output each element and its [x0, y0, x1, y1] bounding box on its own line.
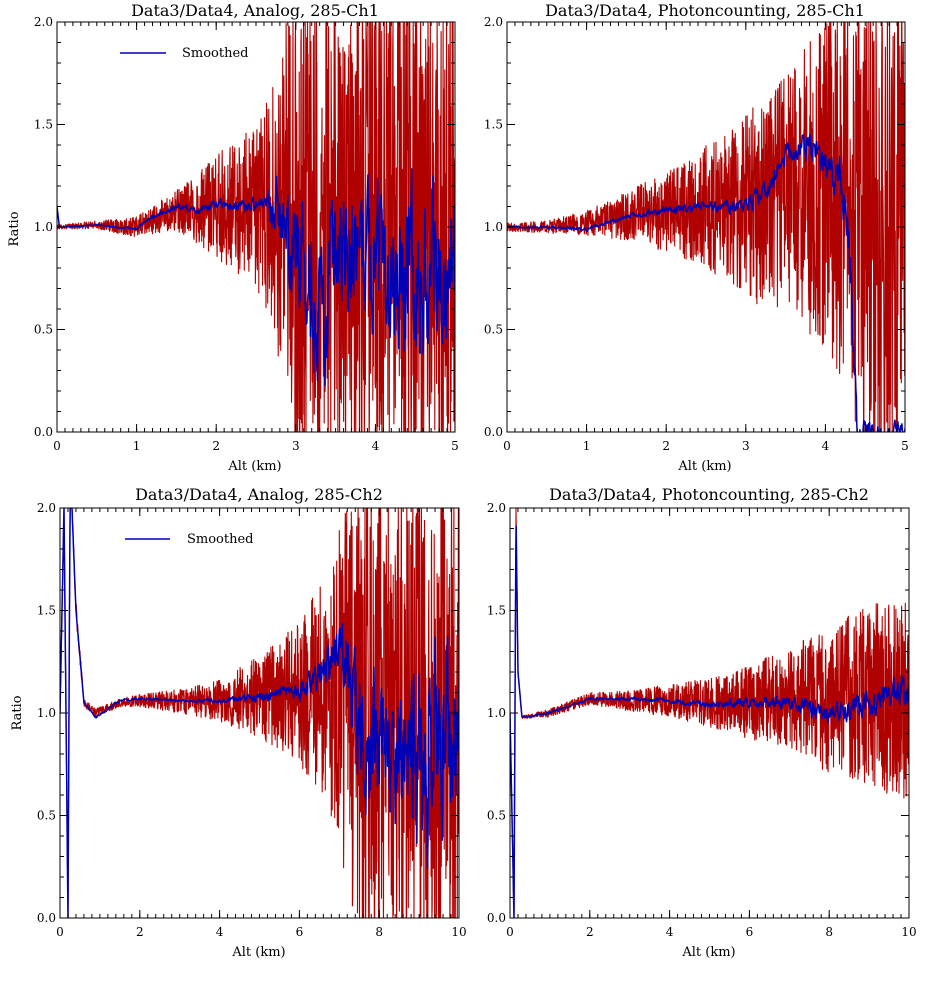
x-tick-label: 0 — [56, 925, 64, 939]
plot-area — [60, 508, 459, 918]
x-tick-label: 8 — [375, 925, 383, 939]
x-tick-label: 3 — [742, 439, 750, 453]
y-axis-label: Ratio — [10, 695, 25, 730]
chart-title: Data3/Data4, Analog, 285-Ch2 — [135, 485, 383, 504]
smoothed-ratio-line — [60, 508, 459, 918]
x-tick-label: 3 — [292, 439, 300, 453]
x-axis-label: Alt (km) — [231, 945, 285, 960]
panel-photoncounting-ch2: Data3/Data4, Photoncounting, 285-Ch2 Alt… — [487, 485, 917, 960]
x-axis-label: Alt (km) — [227, 459, 281, 474]
chart-title: Data3/Data4, Analog, 285-Ch1 — [131, 1, 379, 20]
y-tick-label: 1.5 — [37, 604, 56, 618]
x-tick-label: 6 — [296, 925, 304, 939]
y-tick-label: 1.5 — [487, 604, 506, 618]
y-tick-label: 2.0 — [487, 501, 506, 515]
legend-label: Smoothed — [187, 532, 254, 547]
x-tick-label: 10 — [901, 925, 916, 939]
y-tick-label: 1.0 — [487, 706, 506, 720]
x-tick-label: 0 — [503, 439, 511, 453]
y-tick-label: 1.5 — [34, 118, 53, 132]
x-tick-label: 6 — [746, 925, 754, 939]
x-tick-label: 2 — [212, 439, 220, 453]
x-tick-label: 2 — [136, 925, 144, 939]
raw-ratio-line — [510, 508, 909, 918]
x-tick-label: 8 — [825, 925, 833, 939]
x-tick-label: 1 — [133, 439, 141, 453]
x-tick-label: 0 — [53, 439, 61, 453]
y-tick-label: 0.0 — [37, 911, 56, 925]
raw-ratio-line — [507, 22, 905, 432]
y-tick-label: 1.0 — [484, 220, 503, 234]
x-tick-label: 2 — [662, 439, 670, 453]
panel-photoncounting-ch1: Data3/Data4, Photoncounting, 285-Ch1 Alt… — [484, 1, 909, 474]
raw-ratio-line — [57, 22, 455, 432]
x-tick-label: 4 — [822, 439, 830, 453]
x-tick-label: 0 — [506, 925, 514, 939]
y-tick-label: 1.5 — [484, 118, 503, 132]
x-tick-label: 5 — [901, 439, 909, 453]
chart-title: Data3/Data4, Photoncounting, 285-Ch1 — [545, 1, 865, 20]
y-tick-label: 0.5 — [37, 809, 56, 823]
panel-analog-ch2: Data3/Data4, Analog, 285-Ch2 Ratio Alt (… — [10, 485, 467, 960]
y-tick-label: 2.0 — [484, 15, 503, 29]
y-axis-label: Ratio — [7, 211, 22, 246]
x-tick-label: 2 — [586, 925, 594, 939]
y-tick-label: 0.0 — [487, 911, 506, 925]
y-tick-label: 0.0 — [34, 425, 53, 439]
y-tick-label: 2.0 — [34, 15, 53, 29]
x-tick-label: 4 — [216, 925, 224, 939]
x-axis-label: Alt (km) — [681, 945, 735, 960]
y-tick-label: 0.5 — [34, 323, 53, 337]
chart-title: Data3/Data4, Photoncounting, 285-Ch2 — [549, 485, 869, 504]
smoothed-ratio-line — [510, 525, 909, 918]
x-tick-label: 5 — [451, 439, 459, 453]
x-tick-label: 4 — [372, 439, 380, 453]
y-tick-label: 0.0 — [484, 425, 503, 439]
raw-ratio-line — [60, 508, 459, 918]
plot-area — [507, 22, 905, 432]
y-tick-label: 0.5 — [484, 323, 503, 337]
y-tick-label: 1.0 — [34, 220, 53, 234]
plot-area — [510, 508, 909, 918]
y-tick-label: 0.5 — [487, 809, 506, 823]
panel-analog-ch1: Data3/Data4, Analog, 285-Ch1 Ratio Alt (… — [7, 1, 459, 474]
x-axis-label: Alt (km) — [677, 459, 731, 474]
x-tick-label: 10 — [451, 925, 466, 939]
smoothed-ratio-line — [57, 168, 455, 387]
plot-area — [57, 22, 455, 432]
legend-label: Smoothed — [182, 46, 249, 61]
x-tick-label: 4 — [666, 925, 674, 939]
x-tick-label: 1 — [583, 439, 591, 453]
smoothed-ratio-line — [507, 133, 905, 432]
y-tick-label: 1.0 — [37, 706, 56, 720]
y-tick-label: 2.0 — [37, 501, 56, 515]
